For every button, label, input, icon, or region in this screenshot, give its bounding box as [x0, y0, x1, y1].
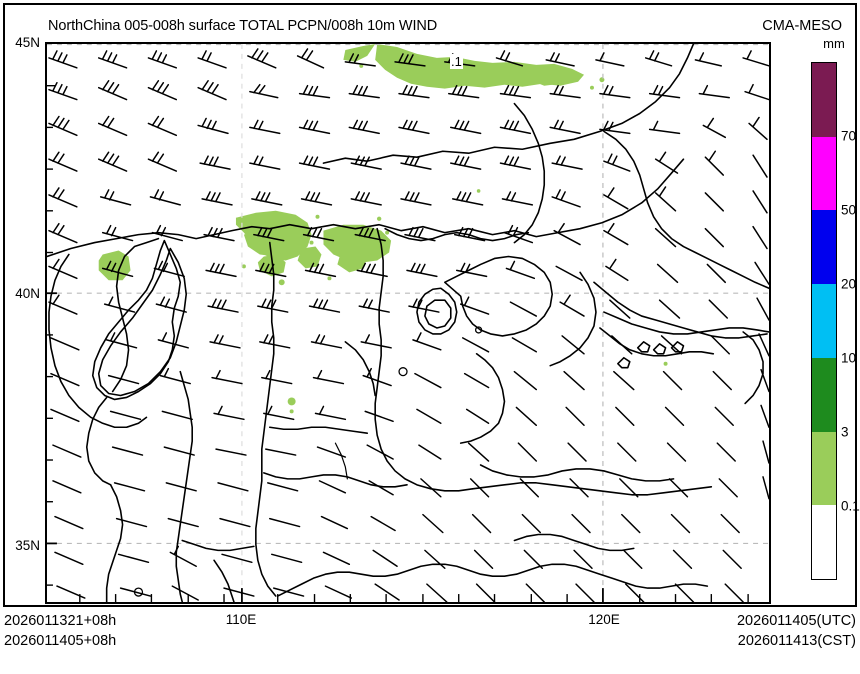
colorbar-tick-10: 10 [841, 350, 857, 366]
axis-label-120e: 120E [588, 612, 620, 627]
colorbar-band-50-70 [812, 136, 836, 211]
axis-label-110e: 110E [225, 612, 257, 627]
footer-utc-time: 2026011405(UTC) [736, 613, 856, 629]
colorbar-band-70plus [812, 63, 836, 137]
colorbar-tick-50: 50 [841, 202, 857, 218]
wind-barbs-layer [48, 48, 769, 602]
contour-label: .1 [450, 54, 463, 69]
map-plot-area[interactable]: .1 [45, 42, 771, 604]
map-boundaries-layer [47, 44, 769, 602]
colorbar-band-below0.1 [812, 505, 836, 580]
colorbar-band-3-10 [812, 357, 836, 432]
page-title: NorthChina 005-008h surface TOTAL PCPN/0… [48, 18, 438, 34]
colorbar-tick-70: 70 [841, 128, 857, 144]
axis-label-45n: 45N [15, 35, 40, 50]
map-canvas [47, 44, 769, 602]
axis-label-40n: 40N [15, 286, 40, 301]
footer-valid-time: 2026011405+08h [4, 633, 117, 649]
colorbar-tick-3: 3 [841, 424, 849, 440]
grid-lines [47, 44, 769, 602]
model-label: CMA-MESO [762, 18, 842, 34]
colorbar-tick-0.1: 0.1 [841, 498, 860, 514]
colorbar-unit-label: mm [823, 36, 845, 51]
colorbar-band-0.1-3 [812, 431, 836, 506]
footer-cst-time: 2026011413(CST) [737, 633, 856, 649]
colorbar-tick-20: 20 [841, 276, 857, 292]
colorbar-band-10-20 [812, 284, 836, 358]
colorbar-band-20-50 [812, 210, 836, 285]
axis-ticks [47, 85, 749, 602]
colorbar[interactable] [811, 62, 837, 580]
axis-label-35n: 35N [15, 538, 40, 553]
footer-init-time: 2026011321+08h [4, 613, 117, 629]
